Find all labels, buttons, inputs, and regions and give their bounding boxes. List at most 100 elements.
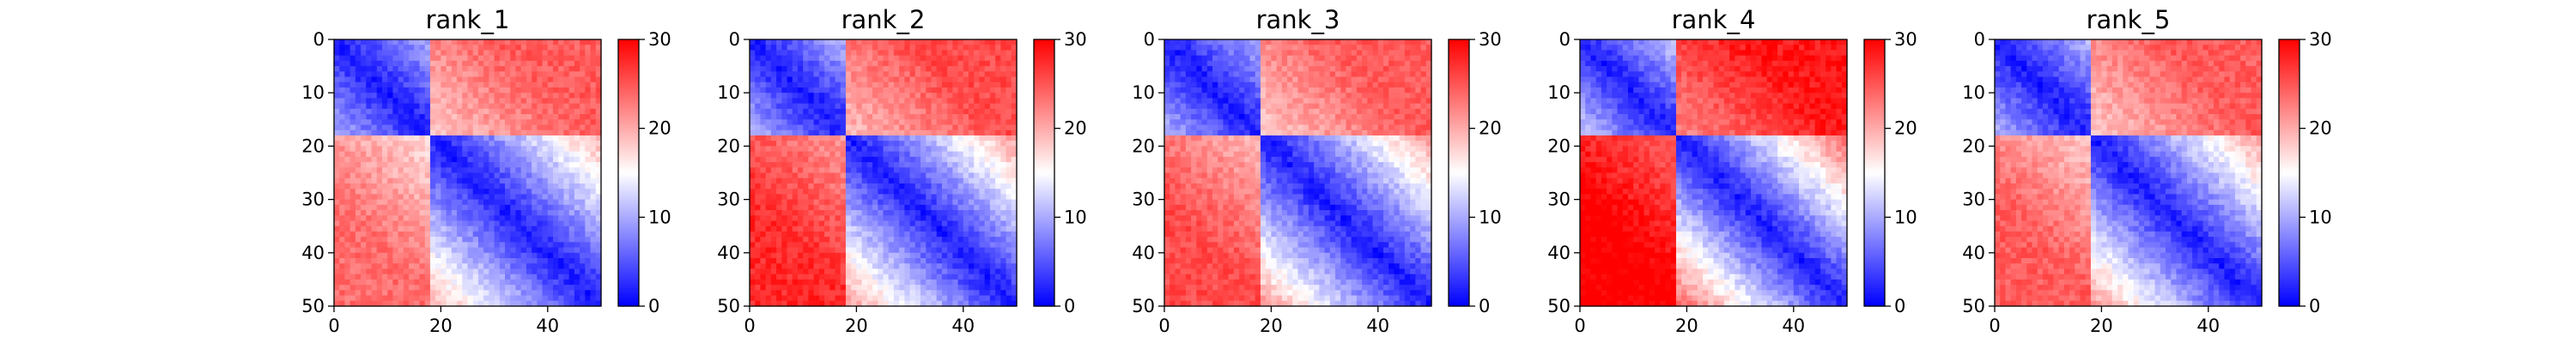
heatmap-cell [446,93,453,99]
heatmap-cell [349,119,356,126]
heatmap-cell [361,183,367,190]
heatmap-cell [424,199,431,206]
heatmap-cell [440,135,447,141]
heatmap-cell [403,252,410,259]
heatmap-cell [563,268,570,275]
heatmap-cell [1005,258,1012,264]
heatmap-cell [931,39,938,45]
heatmap-cell [553,199,559,206]
heatmap-cell [376,108,383,115]
heatmap-cell [355,226,361,232]
heatmap-cell [580,124,586,131]
heatmap-cell [835,119,841,126]
heatmap-cell [995,129,1001,136]
heatmap-cell [392,199,399,206]
heatmap-cell [440,98,447,105]
heatmap-cell [371,156,378,163]
heatmap-cell [1011,129,1018,136]
heatmap-cell [765,258,772,264]
heatmap-cell [776,114,782,120]
heatmap-cell [387,71,394,78]
heatmap-cell [355,285,361,291]
heatmap-cell [429,178,436,184]
heatmap-cell [467,39,474,45]
heatmap-cell [467,279,474,286]
heatmap-cell [574,71,580,78]
heatmap-cell [883,204,890,211]
heatmap-cell [526,60,532,67]
colorbar-segment [618,177,639,180]
heatmap-cell [813,274,820,280]
heatmap-cell [580,76,586,83]
x-tick-label: 40 [536,316,559,336]
heatmap-cell [856,268,863,275]
heatmap-cell [808,135,815,141]
heatmap-cell [883,258,890,264]
heatmap-cell [974,87,981,93]
heatmap-cell [532,215,538,222]
heatmap-cell [457,220,463,227]
heatmap-cell [813,279,820,286]
heatmap-cell [563,45,570,51]
heatmap-cell [355,194,361,201]
heatmap-cell [760,215,767,222]
heatmap-cell [585,172,592,179]
heatmap-cell [451,55,458,62]
heatmap-cell [537,98,544,105]
heatmap-cell [893,215,900,222]
heatmap-cell [595,76,602,83]
heatmap-cell [974,103,981,110]
heatmap-cell [446,103,453,110]
heatmap-cell [840,151,847,158]
heatmap-cell [995,178,1001,184]
heatmap-cell [558,119,565,126]
heatmap-cell [957,279,964,286]
heatmap-cell [893,129,900,136]
heatmap-cell [424,162,431,168]
heatmap-cell [1005,45,1012,51]
heatmap-cell [339,204,346,211]
heatmap-cell [381,76,388,83]
heatmap-cell [963,103,969,110]
heatmap-cell [776,60,782,67]
heatmap-cell [381,295,388,302]
heatmap-cell [893,76,900,83]
heatmap-cell [526,162,532,168]
heatmap-cell [440,178,447,184]
heatmap-cell [414,162,421,168]
heatmap-cell [984,167,991,174]
heatmap-cell [872,172,878,179]
heatmap-cell [835,183,841,190]
heatmap-cell [526,98,532,105]
heatmap-cell [947,114,953,120]
heatmap-cell [435,108,441,115]
heatmap-cell [1005,103,1012,110]
heatmap-cell [419,98,426,105]
heatmap-cell [403,151,410,158]
heatmap-cell [414,258,421,264]
heatmap-cell [792,156,799,163]
heatmap-cell [1011,76,1018,83]
heatmap-cell [931,119,938,126]
heatmap-cell [750,189,756,195]
heatmap-cell [457,268,463,275]
heatmap-cell [824,242,830,249]
heatmap-cell [845,81,852,88]
heatmap-cell [1000,71,1007,78]
heatmap-cell [553,258,559,264]
heatmap-cell [781,204,788,211]
heatmap-cell [585,204,592,211]
heatmap-cell [787,76,793,83]
heatmap-cell [462,204,469,211]
heatmap-cell [845,124,852,131]
heatmap-cell [840,242,847,249]
heatmap-cell [435,220,441,227]
heatmap-cell [878,151,884,158]
heatmap-cell [866,129,873,136]
heatmap-cell [440,151,447,158]
heatmap-cell [770,50,777,57]
heatmap-cell [845,98,852,105]
heatmap-cell [574,172,580,179]
heatmap-cell [989,226,996,232]
heatmap-cell [824,220,830,227]
